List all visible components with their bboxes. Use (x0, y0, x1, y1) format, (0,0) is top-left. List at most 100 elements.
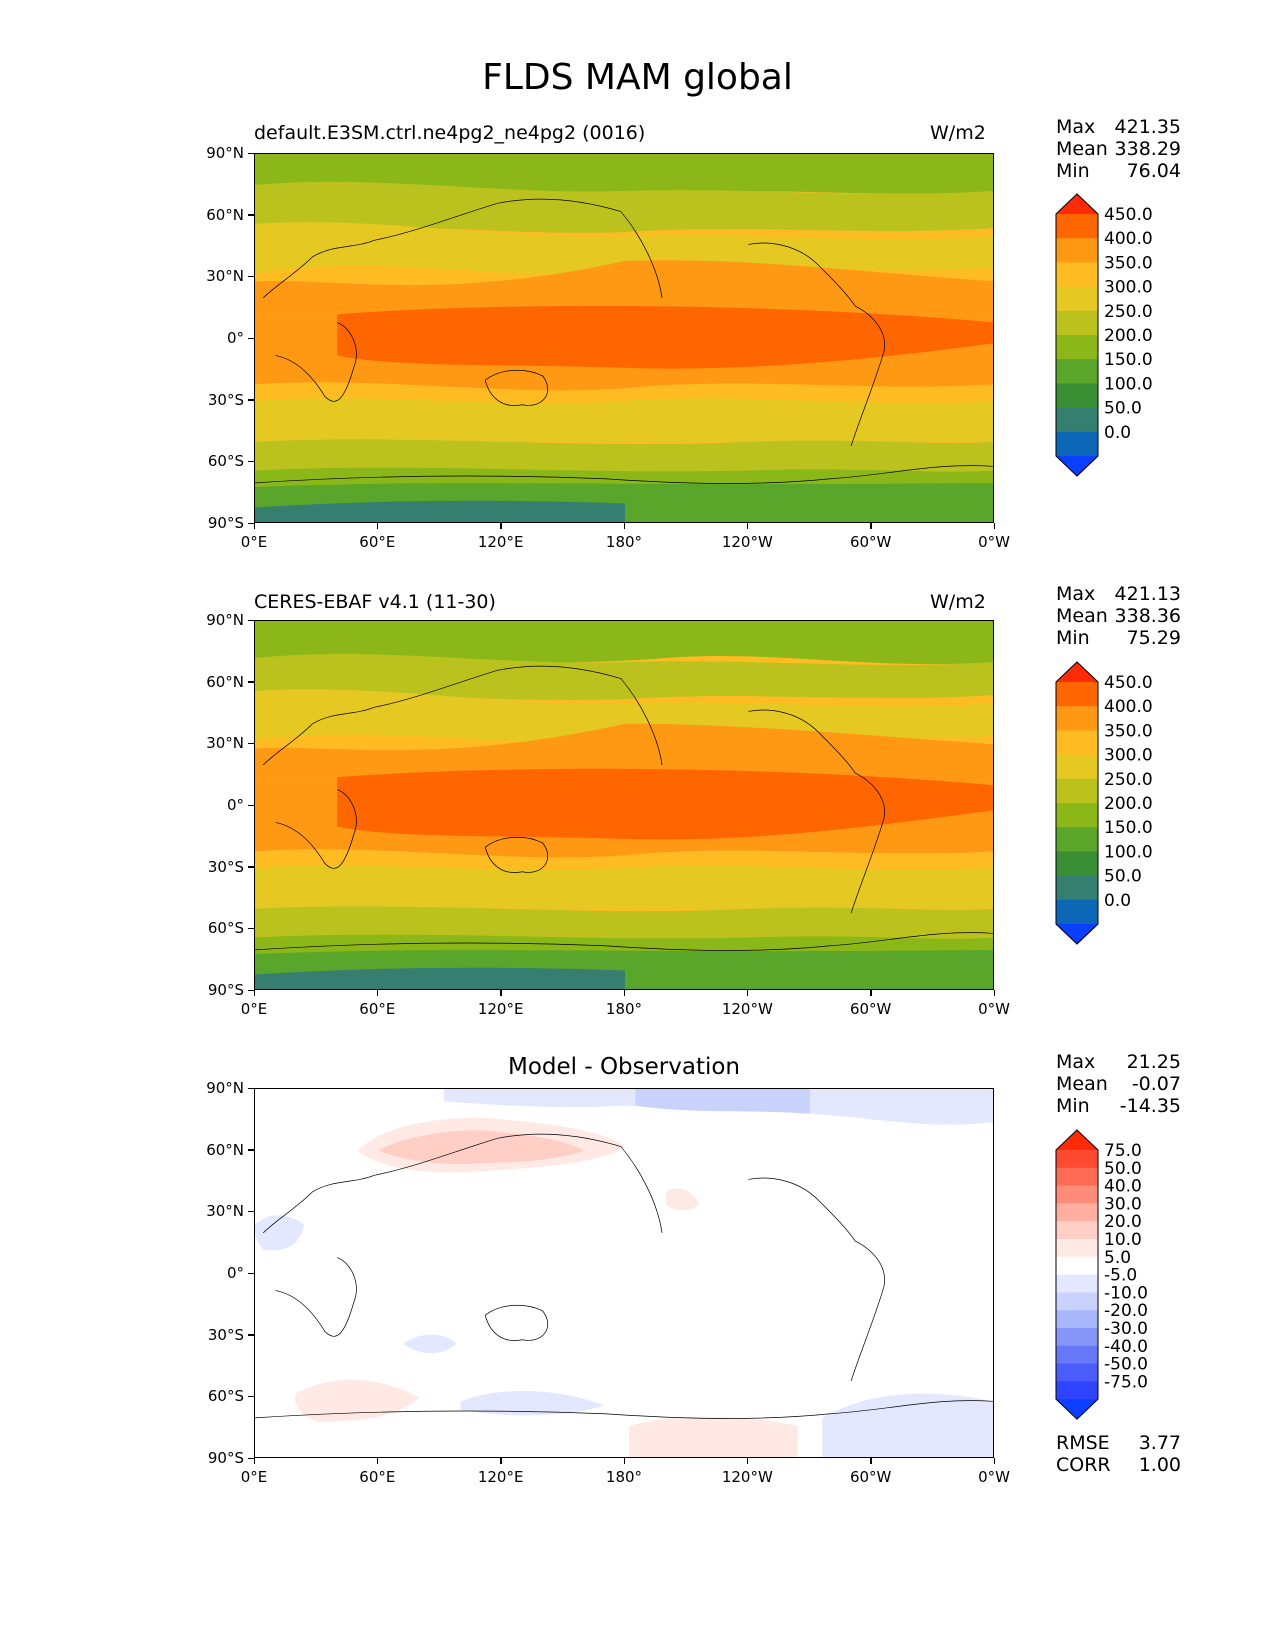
colorbar-segment (1056, 1274, 1098, 1293)
band-subtropic-north (255, 723, 993, 782)
metric-rmse: RMSE 3.77 (1056, 1432, 1181, 1454)
band-antarctic-east (255, 500, 625, 522)
lat-tick-label: 60°N (206, 672, 244, 691)
lat-tick-label: 0° (226, 796, 244, 814)
lon-tick-mark (500, 990, 502, 996)
colorbar-svg: 75.050.040.030.020.010.05.0-5.0-10.0-20.… (1055, 1129, 1148, 1420)
lon-tick-label: 60°E (359, 1000, 396, 1018)
lat-tick-label: 60°N (206, 1140, 244, 1159)
colorbar-svg: 450.0 400.0 350.0 300.0 250.0 200.0 150.0 100.0… (1055, 193, 1153, 477)
lon-tick-mark (253, 1458, 255, 1464)
lon-tick-mark (376, 990, 379, 996)
lat-tick-mark (248, 742, 254, 745)
colorbar-segment (1056, 1292, 1098, 1311)
lat-tick-mark (248, 1272, 254, 1274)
lat-tick-label: 90°N (206, 611, 244, 629)
colorbar-tick-label: 250.0 (1104, 770, 1153, 790)
colorbar-tick-label: -30.0 (1104, 1319, 1148, 1339)
colorbar-segment (1056, 1203, 1098, 1222)
lon-tick-label: 180° (605, 533, 643, 551)
band-midlat-south (255, 398, 993, 442)
lat-tick-label: 90°S (207, 981, 244, 999)
lat-tick-label: 30°S (207, 1325, 244, 1344)
lon-tick-label: 0°E (240, 1468, 268, 1486)
lat-tick-mark (248, 989, 254, 991)
colorbar-segment (1056, 238, 1098, 263)
panel1-stats: Max 421.35 Mean 338.29 Min 76.04 (1056, 116, 1181, 182)
colorbar-tick-label: 5.0 (1104, 1248, 1131, 1268)
colorbar-tick-label: -40.0 (1104, 1337, 1148, 1357)
colorbar-segment (1056, 899, 1098, 925)
colorbar-tick-label: 300.0 (1104, 746, 1153, 766)
panel3-field (255, 1089, 993, 1457)
coastlines (255, 665, 993, 951)
lat-tick-label: 60°S (207, 919, 244, 938)
lon-tick-mark (993, 1458, 995, 1464)
colorbar-tick-label: -5.0 (1104, 1266, 1137, 1286)
colorbar-segment (1056, 803, 1098, 828)
lat-tick-mark (248, 1149, 254, 1151)
colorbar-segment (1056, 706, 1098, 731)
panel3-metrics: RMSE 3.77 CORR 1.00 (1056, 1432, 1181, 1476)
lon-tick-label: 120°E (477, 1468, 524, 1486)
colorbar-segment (1056, 754, 1098, 780)
colorbar-segment (1056, 335, 1098, 360)
lat-tick-label: 60°S (207, 1387, 244, 1406)
colorbar-tick-label: 0.0 (1104, 423, 1131, 443)
lon-tick-mark (623, 1458, 625, 1464)
colorbar-segment (1056, 1310, 1098, 1329)
colorbar-tick-label: 10.0 (1104, 1230, 1142, 1250)
lat-tick-label: 0° (226, 329, 244, 347)
diff-africa-blue (255, 1215, 305, 1251)
diff-antarctic-blue (822, 1393, 993, 1457)
colorbar-outline (1055, 1129, 1099, 1420)
colorbar-tick-label: 400.0 (1104, 229, 1153, 249)
band-warm-pool (337, 768, 993, 840)
lat-tick-label: 60°S (207, 452, 244, 471)
lon-tick-label: 60°E (359, 1468, 396, 1486)
panel3-colorbar: 75.0 50.0 40.0 30.0 20.0 10.0 5.0 -5.0 -10.0 -20.… (1055, 1129, 1186, 1423)
panel1-colorbar: 450.0 400.0 350.0 300.0 250.0 200.0 150.0 100.0… (1055, 193, 1186, 480)
stat-max: Max 21.25 (1056, 1051, 1181, 1073)
colorbar-tick-label: 350.0 (1104, 253, 1153, 273)
lat-tick-mark (248, 214, 254, 216)
colorbar-segment (1056, 407, 1098, 433)
lat-tick-mark (248, 399, 254, 401)
colorbar-outline (1055, 193, 1099, 477)
band-antarctic-east (255, 967, 625, 989)
colorbar-segment (1056, 359, 1098, 384)
diff-indian-blue (403, 1334, 457, 1354)
lon-tick-mark (746, 1458, 749, 1464)
panel3-title: Model - Observation (507, 1054, 741, 1080)
lat-tick-label: 30°S (207, 857, 244, 876)
colorbar-tick-label: 0.0 (1104, 891, 1131, 911)
colorbar-tick-label: 200.0 (1104, 794, 1153, 814)
panel3-map (254, 1088, 994, 1458)
colorbar-extend-min (1056, 924, 1098, 944)
colorbar-tick-label: 150.0 (1104, 350, 1153, 370)
lat-tick-mark (248, 1457, 254, 1459)
lat-tick-label: 30°N (206, 267, 244, 286)
panel2-stats: Max 421.13 Mean 338.36 Min 75.29 (1056, 583, 1181, 649)
lat-tick-label: 90°N (206, 144, 244, 162)
diff-arctic-blue-3 (635, 1089, 810, 1114)
colorbar-segment (1056, 1185, 1098, 1204)
colorbar-segment (1056, 383, 1098, 409)
coastlines (255, 198, 993, 484)
band-midlat-south (255, 865, 993, 909)
stat-min: Min 75.29 (1056, 627, 1181, 649)
lon-tick-label: 180° (605, 1468, 643, 1486)
lat-tick-label: 90°N (206, 1079, 244, 1097)
colorbar-segment (1056, 262, 1098, 288)
lon-tick-mark (376, 1458, 379, 1464)
colorbar-tick-label: 50.0 (1104, 1159, 1142, 1179)
band-midlat-north (255, 689, 993, 742)
diff-southern-blue (460, 1390, 605, 1416)
colorbar-svg: 450.0 400.0 350.0 300.0 250.0 200.0 150.0 100.0… (1055, 661, 1153, 945)
colorbar-segment (1056, 1363, 1098, 1382)
coastlines (255, 1133, 993, 1419)
lon-tick-mark (993, 523, 995, 529)
colorbar-segment (1056, 1239, 1098, 1258)
lat-tick-mark (248, 460, 254, 463)
colorbar-extend-max (1056, 662, 1098, 682)
